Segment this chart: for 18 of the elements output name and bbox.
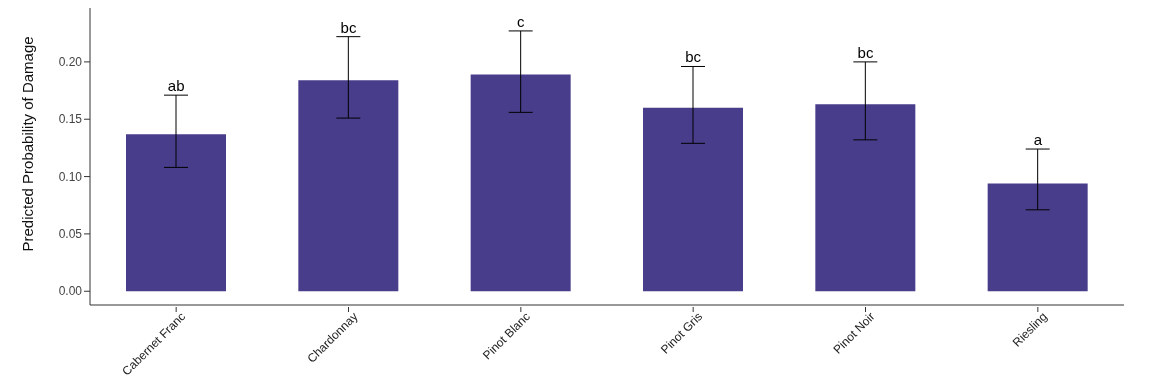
annotation: ab bbox=[167, 77, 185, 95]
annotation: bc bbox=[340, 18, 357, 36]
annotation: c bbox=[517, 12, 526, 30]
y-tick-label: 0.00 bbox=[58, 284, 83, 299]
y-axis-title: Predicted Probability of Damage bbox=[19, 36, 37, 252]
bar bbox=[643, 107, 743, 292]
bar bbox=[470, 74, 571, 292]
y-tick-label: 0.15 bbox=[58, 112, 83, 127]
bar bbox=[987, 183, 1088, 292]
y-tick-label: 0.20 bbox=[58, 55, 83, 70]
annotation: bc bbox=[857, 43, 874, 61]
y-tick-label: 0.05 bbox=[58, 227, 83, 242]
bar bbox=[298, 80, 399, 292]
annotation: a bbox=[1033, 131, 1043, 149]
bar bbox=[126, 134, 226, 292]
y-tick-label: 0.10 bbox=[58, 169, 83, 184]
annotation: bc bbox=[685, 48, 702, 66]
bar bbox=[815, 104, 916, 292]
